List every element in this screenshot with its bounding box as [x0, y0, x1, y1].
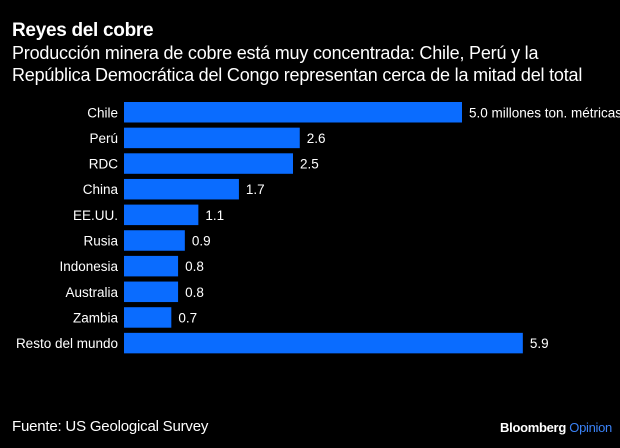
bar [124, 332, 523, 354]
data-label: 1.1 [205, 208, 224, 223]
brand-main: Bloomberg [500, 420, 566, 435]
data-label: 1.7 [246, 182, 265, 197]
category-label: Perú [89, 131, 118, 146]
data-label: 5.9 [530, 336, 549, 351]
category-label: EE.UU. [73, 208, 118, 223]
category-label: Chile [87, 105, 118, 120]
data-label: 0.7 [178, 310, 197, 325]
source-note: Fuente: US Geological Survey [12, 418, 209, 435]
data-label: 0.8 [185, 259, 204, 274]
brand-accent: Opinion [569, 420, 612, 435]
category-label: Australia [65, 285, 118, 300]
bar [124, 102, 462, 123]
category-label: Rusia [83, 234, 118, 249]
category-label: RDC [89, 157, 118, 172]
category-label: China [83, 182, 119, 197]
bar [124, 153, 293, 174]
subtitle-line-2: República Democrática del Congo represen… [12, 65, 583, 85]
subtitle-line-1: Producción minera de cobre está muy conc… [12, 43, 539, 63]
category-label: Indonesia [59, 259, 118, 274]
data-label: 0.9 [192, 234, 211, 249]
category-label: Zambia [73, 310, 119, 325]
chart-subtitle: Producción minera de cobre está muy conc… [12, 42, 612, 86]
bar [124, 127, 300, 149]
data-label: 5.0 millones ton. métricas [469, 105, 620, 120]
bar [124, 255, 179, 277]
chart-title: Reyes del cobre [12, 20, 154, 41]
category-label: Resto del mundo [16, 336, 118, 351]
brand-logo: Bloomberg Opinion [500, 420, 612, 435]
bar [124, 178, 239, 200]
data-label: 2.5 [300, 157, 319, 172]
bar [124, 281, 179, 303]
bar [124, 204, 199, 226]
data-label: 0.8 [185, 285, 204, 300]
bar [124, 230, 185, 251]
data-label: 2.6 [307, 131, 326, 146]
bar [124, 307, 172, 328]
